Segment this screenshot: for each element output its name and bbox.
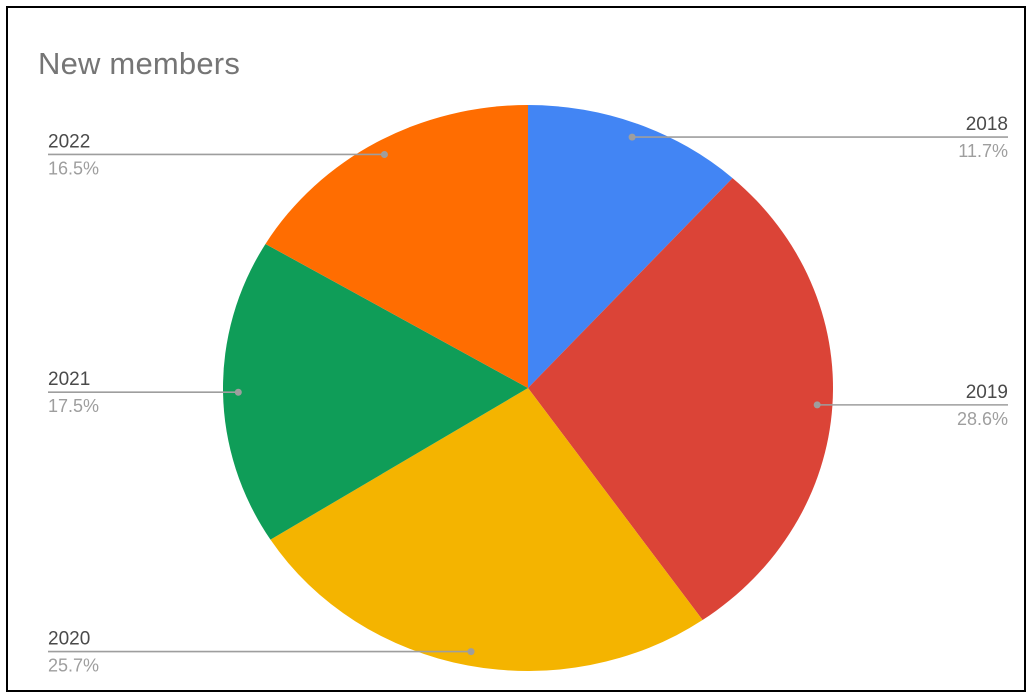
pie-slice-2019 <box>528 178 834 621</box>
chart-container: New members 2018 11.7% 2019 28.6% 2020 25.7% 2… <box>6 6 1026 692</box>
slice-percent-2018: 11.7% <box>958 141 1008 161</box>
slices-layer <box>222 105 834 672</box>
slice-label-2022: 2022 <box>48 131 90 152</box>
slice-percent-2019: 28.6% <box>957 409 1008 429</box>
slice-label-2020: 2020 <box>48 629 90 650</box>
pie-slice-2021 <box>222 243 529 540</box>
slice-percent-2021: 17.5% <box>48 396 99 416</box>
labels-layer: 2018 11.7% 2019 28.6% 2020 25.7% 2021 17.5% 2022… <box>48 114 1008 676</box>
slice-label-2021: 2021 <box>48 369 90 390</box>
pie-slice-2022 <box>265 105 528 388</box>
pie-slice-2020 <box>270 388 703 672</box>
slice-label-2018: 2018 <box>966 114 1008 135</box>
slice-percent-2022: 16.5% <box>48 158 99 178</box>
slice-label-2019: 2019 <box>966 382 1008 403</box>
slice-percent-2020: 25.7% <box>48 656 99 676</box>
pie-chart: 2018 11.7% 2019 28.6% 2020 25.7% 2021 17.5% 2022… <box>48 105 1008 676</box>
pie-slice-2018 <box>528 105 733 388</box>
chart-title: New members <box>38 46 241 81</box>
